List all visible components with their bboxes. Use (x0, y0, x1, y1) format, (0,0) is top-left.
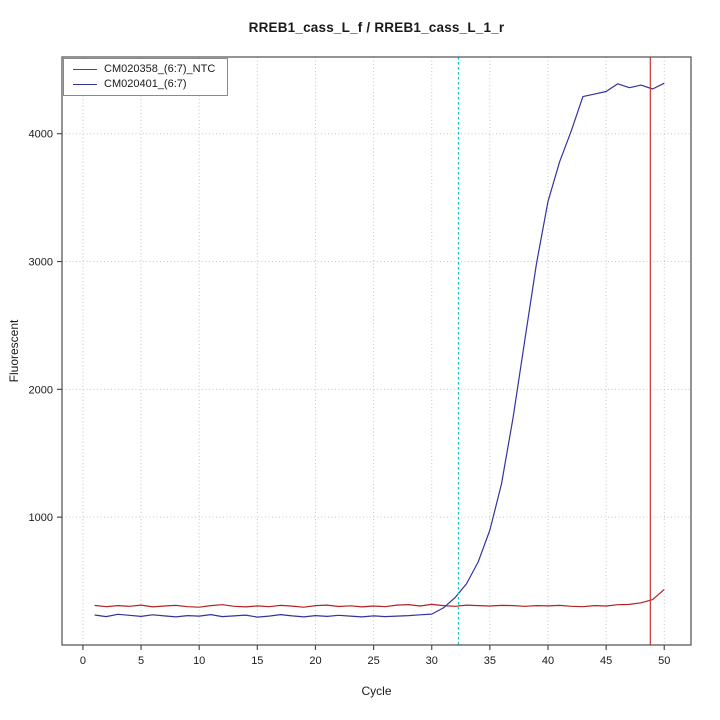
x-tick-label: 25 (367, 655, 379, 667)
plot-border (61, 56, 692, 646)
series-line-1 (94, 82, 665, 618)
legend-line-sample-ntc (73, 68, 97, 70)
legend-item-ntc: CM020358_(6:7)_NTC (73, 63, 215, 75)
y-tick-label: 3000 (29, 257, 53, 269)
series-line-0 (94, 588, 665, 608)
y-tick-label: 4000 (29, 129, 53, 141)
x-tick-label: 15 (251, 655, 263, 667)
x-axis-label: Cycle (361, 684, 392, 698)
legend-item-sample: CM020401_(6:7) (73, 78, 215, 90)
legend-label-sample: CM020401_(6:7) (104, 78, 187, 90)
x-tick-label: 40 (542, 655, 554, 667)
legend: CM020358_(6:7)_NTC CM020401_(6:7) (63, 58, 229, 96)
y-axis-label: Fluorescent (7, 319, 21, 383)
x-tick-label: 30 (426, 655, 438, 667)
y-tick-label: 2000 (29, 384, 53, 396)
y-tick-label: 1000 (29, 512, 53, 524)
legend-label-ntc: CM020358_(6:7)_NTC (104, 63, 216, 75)
x-tick-label: 50 (658, 655, 670, 667)
x-tick-label: 10 (193, 655, 205, 667)
x-tick-label: 0 (80, 655, 86, 667)
chart-title: RREB1_cass_L_f / RREB1_cass_L_1_r (248, 20, 505, 35)
x-tick-label: 5 (138, 655, 144, 667)
x-tick-label: 20 (309, 655, 321, 667)
x-tick-label: 45 (600, 655, 612, 667)
legend-line-sample (73, 83, 97, 85)
x-tick-label: 35 (484, 655, 496, 667)
